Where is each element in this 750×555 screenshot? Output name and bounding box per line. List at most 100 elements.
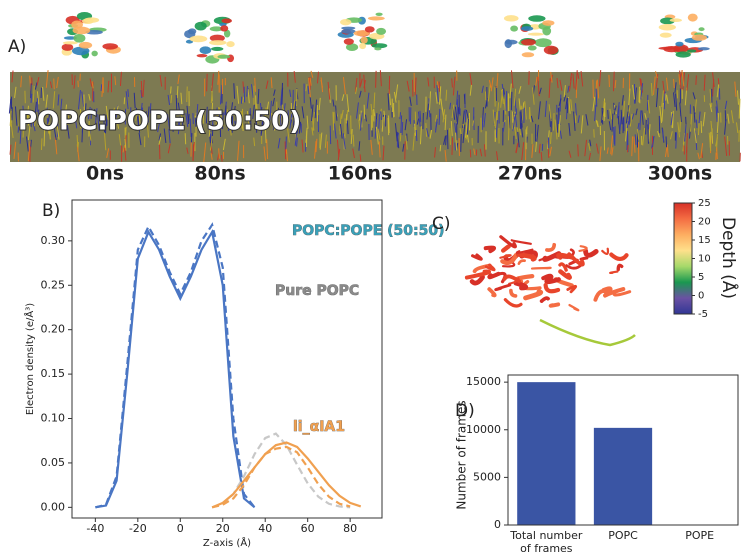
lipid bbox=[281, 87, 284, 105]
lipid bbox=[435, 118, 438, 133]
lipid bbox=[337, 148, 341, 161]
lipid bbox=[105, 105, 109, 120]
lipid bbox=[358, 119, 361, 130]
lipid bbox=[727, 113, 730, 124]
lipid bbox=[635, 108, 638, 116]
lipid bbox=[19, 125, 22, 144]
protein-fragment bbox=[61, 43, 74, 51]
y-tick-label: 0 bbox=[494, 518, 501, 531]
lipid bbox=[682, 132, 686, 152]
lipid bbox=[151, 112, 154, 124]
time-label: 160ns bbox=[328, 163, 393, 185]
panel-label: B) bbox=[42, 201, 60, 221]
lipid bbox=[613, 126, 615, 145]
lipid bbox=[9, 144, 12, 155]
lipid bbox=[363, 74, 366, 93]
lipid bbox=[374, 119, 378, 139]
lipid bbox=[536, 124, 539, 142]
ribbon bbox=[502, 274, 522, 284]
lipid bbox=[620, 109, 623, 125]
lipid bbox=[140, 80, 143, 97]
lipid bbox=[354, 77, 358, 93]
protein-fragment bbox=[341, 29, 356, 34]
lipid bbox=[700, 120, 703, 133]
lipid bbox=[45, 70, 49, 88]
lipid bbox=[611, 113, 614, 132]
lipid bbox=[137, 115, 141, 133]
lipid bbox=[548, 104, 552, 122]
lipid bbox=[592, 79, 594, 99]
lipid bbox=[370, 139, 373, 155]
lipid bbox=[684, 124, 687, 142]
lipid bbox=[342, 133, 346, 150]
ribbon bbox=[513, 280, 529, 291]
lipid bbox=[170, 94, 173, 104]
x-tick-label: 0 bbox=[177, 522, 184, 535]
lipid bbox=[669, 131, 673, 140]
lipid bbox=[673, 92, 676, 107]
lipid bbox=[556, 78, 559, 89]
protein-fragment bbox=[697, 47, 710, 51]
time-label: 270ns bbox=[498, 163, 563, 185]
density-line bbox=[211, 432, 351, 509]
lipid bbox=[549, 111, 551, 127]
lipid bbox=[538, 143, 541, 154]
protein-fragment bbox=[510, 25, 518, 32]
lipid bbox=[47, 113, 51, 124]
lipid bbox=[647, 99, 651, 114]
lipid bbox=[246, 111, 250, 125]
lipid bbox=[462, 124, 466, 144]
lipid bbox=[681, 69, 685, 87]
lipid bbox=[358, 141, 361, 151]
protein-fragment bbox=[686, 49, 697, 53]
lipid bbox=[266, 101, 270, 111]
lipid bbox=[684, 87, 688, 106]
lipid bbox=[414, 77, 417, 96]
lipid bbox=[655, 71, 658, 79]
protein-fragment bbox=[73, 33, 86, 43]
lipid bbox=[428, 91, 432, 111]
lipid bbox=[645, 118, 647, 135]
lipid bbox=[556, 114, 559, 133]
lipid bbox=[184, 133, 187, 145]
lipid bbox=[444, 150, 447, 162]
lipid bbox=[559, 79, 563, 91]
lipid bbox=[311, 127, 314, 136]
density-line bbox=[211, 441, 362, 509]
lipid bbox=[496, 73, 499, 89]
lipid bbox=[378, 141, 381, 158]
lipid bbox=[124, 126, 127, 141]
lipid bbox=[216, 109, 219, 123]
ribbon bbox=[593, 289, 612, 302]
lipid bbox=[655, 87, 659, 108]
lipid bbox=[450, 121, 453, 136]
lipid bbox=[426, 128, 430, 137]
lipid bbox=[309, 77, 312, 86]
lipid bbox=[209, 135, 213, 151]
ribbon bbox=[578, 245, 588, 253]
lipid bbox=[381, 116, 384, 132]
lipid bbox=[503, 98, 507, 115]
lipid bbox=[674, 82, 677, 93]
y-tick-label: 0.10 bbox=[41, 412, 66, 425]
lipid bbox=[625, 111, 629, 124]
lipid bbox=[335, 105, 338, 121]
lipid bbox=[484, 98, 488, 109]
lipid bbox=[436, 85, 439, 103]
lipid bbox=[255, 114, 258, 133]
lipid bbox=[641, 110, 644, 125]
lipid bbox=[639, 78, 642, 86]
lipid bbox=[234, 120, 237, 129]
lipid bbox=[568, 76, 572, 92]
lipid bbox=[263, 146, 266, 161]
lipid bbox=[652, 76, 656, 95]
lipid bbox=[11, 70, 14, 83]
protein-fragment bbox=[698, 27, 705, 32]
colorbar-tick-label: 20 bbox=[698, 217, 711, 228]
lipid bbox=[298, 121, 302, 134]
lipid bbox=[662, 80, 665, 94]
lipid bbox=[233, 83, 236, 99]
lipid bbox=[352, 134, 355, 147]
lipid bbox=[639, 110, 642, 131]
lipid bbox=[319, 132, 323, 150]
